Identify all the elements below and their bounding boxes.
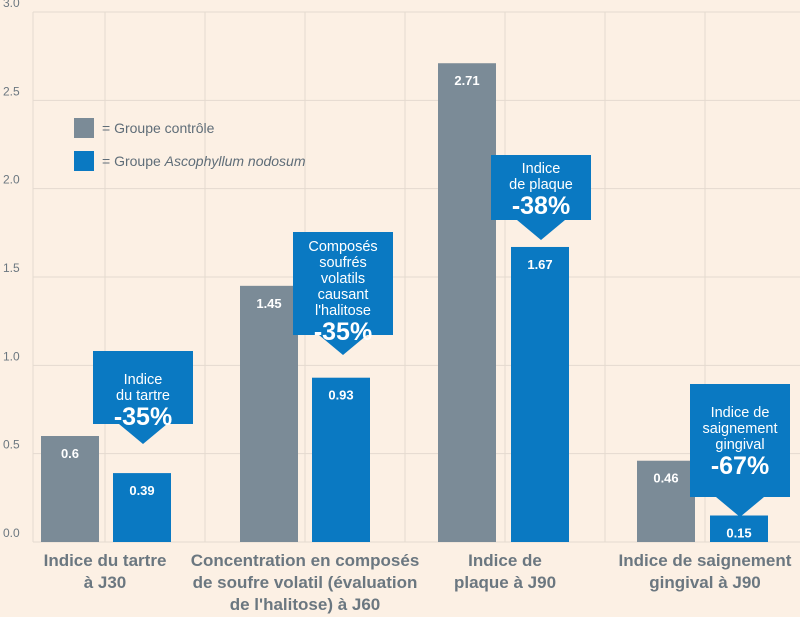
legend-label-control: = Groupe contrôle xyxy=(102,120,215,136)
bar-control xyxy=(41,436,99,542)
callout-line: l'halitose xyxy=(315,303,371,319)
callout-shape-path xyxy=(93,351,193,444)
callout-text: Indice de plaque -38% xyxy=(491,155,591,220)
bar-treatment xyxy=(511,246,569,542)
callout-line: causant xyxy=(317,287,369,303)
callout-shape xyxy=(690,384,790,517)
category-label-line: Concentration en composés xyxy=(191,551,420,570)
callout-text: Composés soufrés volatils causant l'halitose… xyxy=(293,232,393,346)
legend-item-control: = Groupe contrôle xyxy=(74,118,214,138)
y-tick-label: 2.0 xyxy=(3,173,20,187)
callout-line: saignement xyxy=(702,421,778,437)
legend-swatch-control xyxy=(74,118,94,138)
callout-percent: -67% xyxy=(710,452,770,480)
callout-line: volatils xyxy=(320,271,366,287)
callout-box: Indice du tartre -35% xyxy=(93,351,193,444)
legend-item-treatment: = Groupe Ascophyllum nodosum xyxy=(74,151,306,171)
callout-shape-path xyxy=(293,232,393,355)
callout-box: Indice de saignement gingival -67% xyxy=(690,384,790,517)
bar-value-label: 2.71 xyxy=(454,73,479,88)
category-label-line: de l'halitose) à J60 xyxy=(230,595,381,614)
callout-shape-path xyxy=(491,155,591,240)
callout-line: de plaque xyxy=(509,177,573,193)
bar-value-label: 0.6 xyxy=(61,446,79,461)
legend-swatch-treatment xyxy=(74,151,94,171)
bar-value-label: 1.67 xyxy=(527,257,552,272)
bar-treatment xyxy=(710,515,768,542)
category-label: Indice de plaque à J90 xyxy=(454,551,556,592)
y-tick-label: 1.5 xyxy=(3,261,20,275)
callout-line: Indice de xyxy=(710,405,770,421)
callout-line: Indice xyxy=(521,161,561,177)
bar-value-label: 0.15 xyxy=(726,526,751,541)
category-label-line: Indice du tartre xyxy=(44,551,167,570)
x-axis-category-labels: Indice du tartre à J30 Concentration en co… xyxy=(44,551,792,614)
callout-shape xyxy=(293,232,393,355)
callout-percent: -35% xyxy=(113,403,173,431)
category-label: Indice du tartre à J30 xyxy=(44,551,167,592)
callout-box: Composés soufrés volatils causant l'halitose… xyxy=(293,232,393,355)
bar-control xyxy=(240,285,298,542)
y-tick-label: 2.5 xyxy=(3,84,20,98)
category-label-line: Indice de saignement xyxy=(619,551,792,570)
y-tick-label: 0.5 xyxy=(3,438,20,452)
bar-value-label: 0.46 xyxy=(653,471,678,486)
bar-value-label: 0.39 xyxy=(129,483,154,498)
bar-value-label: 1.45 xyxy=(256,296,281,311)
category-label-line: à J30 xyxy=(84,573,127,592)
y-axis-tick-labels: 0.0 0.5 1.0 1.5 2.0 2.5 3.0 xyxy=(3,0,20,540)
category-label-line: plaque à J90 xyxy=(454,573,556,592)
callout-line: Indice xyxy=(123,372,163,388)
bar-value-label: 0.93 xyxy=(328,388,353,403)
bar-control xyxy=(438,63,496,542)
category-label-line: de soufre volatil (évaluation xyxy=(193,573,418,592)
callout-shape xyxy=(491,155,591,240)
y-tick-label: 1.0 xyxy=(3,349,20,363)
callout-text: Indice du tartre -35% xyxy=(93,351,193,431)
callout-percent: -35% xyxy=(313,318,373,346)
bar-treatment xyxy=(113,473,171,542)
legend-label-treatment-prefix: = Groupe xyxy=(102,153,165,169)
legend-label-treatment: = Groupe Ascophyllum nodosum xyxy=(102,153,306,169)
legend-label-treatment-species: Ascophyllum nodosum xyxy=(164,153,306,169)
callout-box: Indice de plaque -38% xyxy=(491,155,591,240)
callout-text: Indice de saignement gingival -67% xyxy=(690,384,790,480)
category-label-line: gingival à J90 xyxy=(649,573,761,592)
callout-percent: -38% xyxy=(511,192,571,220)
category-label: Indice de saignement gingival à J90 xyxy=(619,551,792,592)
callout-line: Composés xyxy=(308,239,378,255)
bars: 0.6 1.45 2.71 0.46 0.39 0.93 1.67 0.15 xyxy=(41,63,768,542)
y-tick-label: 3.0 xyxy=(3,0,20,10)
callout-line: gingival xyxy=(715,437,765,453)
callout-shape xyxy=(93,351,193,444)
callout-line: soufrés xyxy=(319,255,367,271)
callout-line: du tartre xyxy=(116,388,170,404)
category-label: Concentration en composés de soufre volat… xyxy=(191,551,420,614)
category-label-line: Indice de xyxy=(468,551,542,570)
y-tick-label: 0.0 xyxy=(3,526,20,540)
bar-treatment xyxy=(312,377,370,542)
callout-shape-path xyxy=(690,384,790,517)
bar-control xyxy=(637,460,695,542)
